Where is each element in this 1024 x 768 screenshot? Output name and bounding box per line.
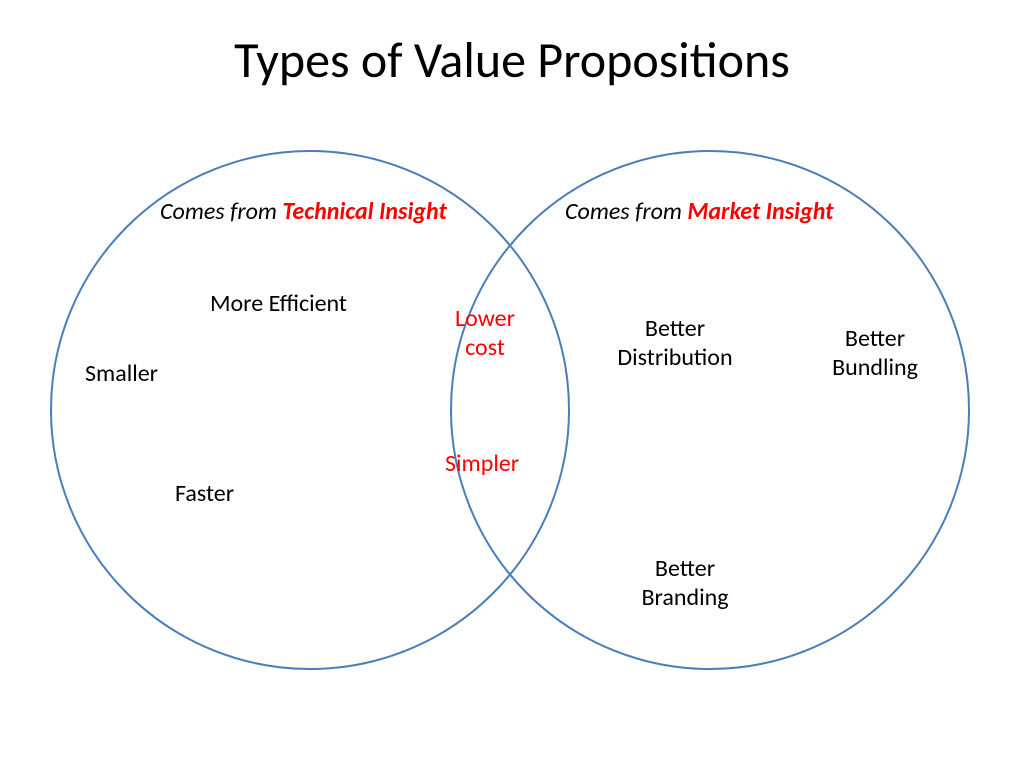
left-item-smaller: Smaller <box>85 360 158 389</box>
right-item-distribution: Better Distribution <box>605 315 745 373</box>
right-item-branding: Better Branding <box>630 555 740 613</box>
venn-diagram: Comes from Technical Insight Comes from … <box>0 0 1024 768</box>
left-header-prefix: Comes from <box>160 197 282 226</box>
left-header-highlight: Technical Insight <box>282 197 446 226</box>
right-header: Comes from Market Insight <box>565 198 834 227</box>
left-header: Comes from Technical Insight <box>160 198 447 227</box>
left-item-faster: Faster <box>175 480 234 509</box>
left-item-efficient: More Efficient <box>210 290 347 319</box>
right-header-highlight: Market Insight <box>687 197 833 226</box>
center-item-lower-cost: Lower cost <box>440 305 530 363</box>
right-header-prefix: Comes from <box>565 197 687 226</box>
right-item-bundling: Better Bundling <box>820 325 930 383</box>
center-item-simpler: Simpler <box>445 450 519 479</box>
